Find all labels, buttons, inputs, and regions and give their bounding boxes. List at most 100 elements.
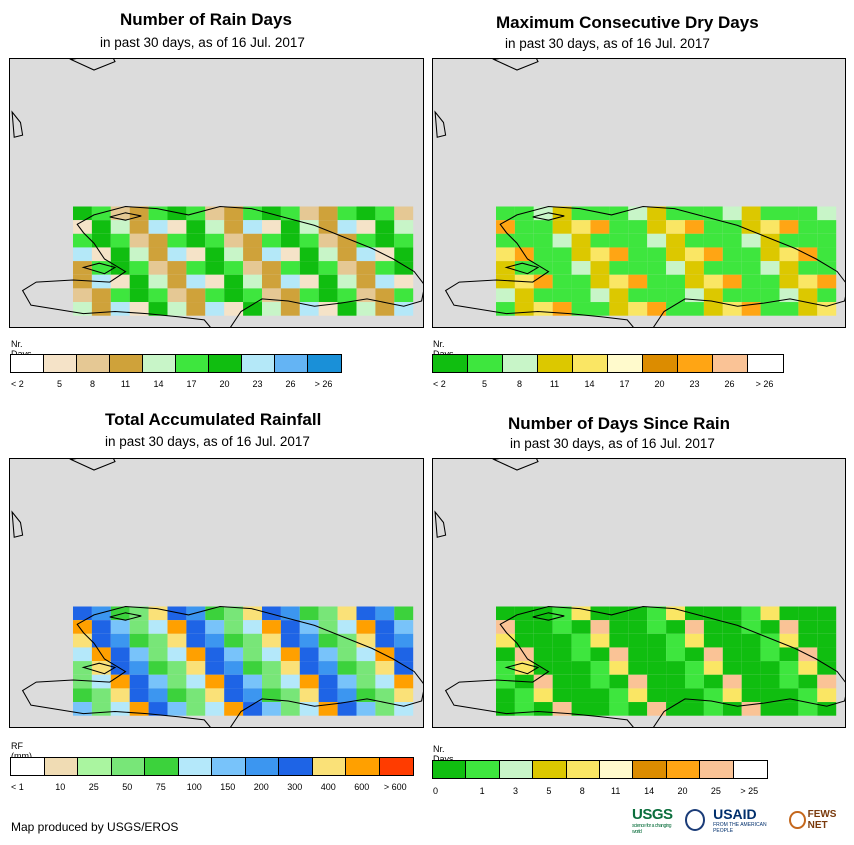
usgs-logo[interactable]: USGS science for a changing world — [632, 806, 677, 835]
map-cell — [779, 633, 799, 648]
map-cell — [262, 620, 281, 634]
usaid-logo[interactable]: USAID FROM THE AMERICAN PEOPLE — [713, 806, 781, 834]
map-cell — [262, 647, 281, 662]
map-cell — [129, 633, 149, 648]
map-cell — [337, 633, 357, 648]
map-cell — [394, 288, 414, 303]
map-cell — [280, 606, 300, 621]
map-cell — [590, 288, 610, 303]
map-cell — [262, 261, 281, 275]
map-cell — [186, 661, 206, 675]
map-cell — [243, 220, 262, 234]
map[interactable] — [432, 458, 846, 728]
legend-tick-label: 5 — [56, 379, 63, 389]
map-cell — [337, 620, 357, 634]
map-cell — [685, 220, 704, 234]
map-cell — [205, 620, 225, 634]
map-cell — [722, 647, 742, 662]
legend-bar — [432, 354, 784, 373]
map-cell — [73, 633, 92, 648]
legend-tick-label: 25 — [710, 786, 721, 796]
map-cell — [394, 247, 414, 262]
map-cell — [224, 288, 244, 303]
legend-swatch — [11, 758, 45, 775]
map-cell — [299, 261, 319, 275]
map-cell — [148, 702, 168, 716]
map-cell — [722, 233, 742, 248]
map-cell — [205, 261, 225, 275]
map-cell — [375, 633, 395, 648]
map-cell — [779, 206, 799, 221]
legend-tick-label: > 25 — [740, 786, 759, 796]
legend-swatch — [599, 761, 634, 778]
map-cell — [375, 620, 395, 634]
map-cell — [299, 661, 319, 675]
map-cell — [779, 247, 799, 262]
legend-swatch — [308, 355, 341, 372]
map-cell — [496, 274, 515, 289]
coastline — [69, 59, 116, 71]
map-cell — [299, 702, 319, 716]
map-cell — [110, 674, 130, 689]
map-cell — [666, 647, 685, 662]
map[interactable] — [9, 58, 424, 328]
map-cell — [318, 206, 338, 221]
legend-swatch — [666, 761, 701, 778]
legend-swatch — [11, 355, 44, 372]
map-cell — [148, 688, 168, 703]
map-cell — [703, 606, 723, 621]
map-cell — [609, 288, 629, 303]
map-cell — [356, 247, 376, 262]
map-cell — [798, 606, 818, 621]
map-cell — [73, 647, 92, 662]
map-cell — [798, 274, 818, 289]
map-cell — [496, 247, 515, 262]
map-cell — [496, 233, 515, 248]
map-cell — [647, 206, 667, 221]
legend-tick-label: 25 — [88, 782, 99, 792]
map-cell — [91, 688, 111, 703]
map[interactable] — [432, 58, 846, 328]
map-cell — [496, 206, 515, 221]
map-cell — [337, 206, 357, 221]
map-cell — [337, 661, 357, 675]
map-cell — [722, 220, 742, 234]
map-svg — [11, 459, 423, 727]
map-cell — [741, 206, 761, 221]
map-cell — [590, 606, 610, 621]
coastline — [504, 662, 540, 675]
map-cell — [299, 233, 319, 248]
legend-tick-label: 400 — [320, 782, 336, 792]
map-cell — [186, 247, 206, 262]
fews-net-logo[interactable]: FEWS NET — [789, 809, 854, 831]
map-cell — [394, 647, 414, 662]
map-cell — [337, 674, 357, 689]
map-cell — [722, 247, 742, 262]
map-cell — [148, 261, 168, 275]
map-cell — [552, 620, 572, 634]
map-cell — [760, 261, 780, 275]
map-cell — [129, 233, 149, 248]
legend-tick-label: 14 — [644, 786, 655, 796]
map-cell — [262, 661, 281, 675]
footer-credit: Map produced by USGS/EROS — [11, 820, 179, 834]
map-cell — [205, 302, 225, 316]
map-cell — [496, 288, 515, 303]
map-cell — [666, 261, 685, 275]
map-cell — [552, 274, 572, 289]
map-cell — [685, 674, 704, 689]
map-cell — [685, 274, 704, 289]
map[interactable] — [9, 458, 424, 728]
map-cell — [647, 288, 667, 303]
map-cell — [280, 220, 300, 234]
map-cell — [299, 220, 319, 234]
map-cell — [552, 247, 572, 262]
map-cell — [280, 661, 300, 675]
map-cell — [110, 606, 130, 621]
panel-subtitle: in past 30 days, as of 16 Jul. 2017 — [505, 36, 710, 51]
map-cell — [356, 674, 376, 689]
map-cell — [318, 247, 338, 262]
map-cell — [262, 247, 281, 262]
map-cell — [394, 688, 414, 703]
map-cell — [318, 647, 338, 662]
